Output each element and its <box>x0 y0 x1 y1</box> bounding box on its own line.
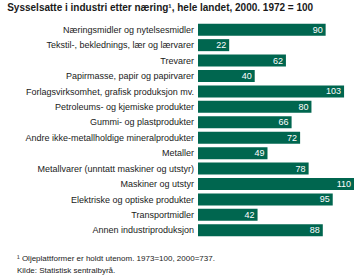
svg-text:Næringsmidler og nytelsesmidle: Næringsmidler og nytelsesmidler <box>63 25 194 35</box>
svg-text:Transportmidler: Transportmidler <box>131 210 194 220</box>
svg-text:Metaller: Metaller <box>162 148 194 158</box>
svg-text:22: 22 <box>216 40 226 50</box>
svg-text:Forlagsvirksomhet, grafisk pro: Forlagsvirksomhet, grafisk produksjon mv… <box>26 87 194 97</box>
svg-text:49: 49 <box>254 148 264 158</box>
svg-text:78: 78 <box>296 164 306 174</box>
svg-text:Petroleums- og kjemiske produk: Petroleums- og kjemiske produkter <box>55 102 194 112</box>
svg-text:95: 95 <box>320 194 330 204</box>
svg-text:¹ Oljeplattformer er holdt ute: ¹ Oljeplattformer er holdt utenom. 1973=… <box>17 254 215 263</box>
svg-text:Papirmasse, papir og papirvare: Papirmasse, papir og papirvarer <box>66 71 194 81</box>
svg-text:62: 62 <box>273 56 283 66</box>
svg-text:Tekstil-, beklednings, lær og: Tekstil-, beklednings, lær og lærvarer <box>46 40 194 50</box>
svg-text:88: 88 <box>310 225 320 235</box>
svg-text:40: 40 <box>242 71 252 81</box>
svg-text:Kilde: Statistisk sentralbyrå.: Kilde: Statistisk sentralbyrå. <box>17 266 115 275</box>
svg-text:66: 66 <box>279 117 289 127</box>
svg-text:103: 103 <box>326 86 341 96</box>
svg-text:Annen industriproduksjon: Annen industriproduksjon <box>92 225 194 235</box>
svg-text:42: 42 <box>245 210 255 220</box>
svg-text:Andre ikke-metallholdige miner: Andre ikke-metallholdige mineralprodukte… <box>25 133 194 143</box>
svg-text:Metallvarer (unntatt maskiner: Metallvarer (unntatt maskiner og utstyr) <box>37 164 194 174</box>
svg-text:72: 72 <box>287 133 297 143</box>
svg-text:110: 110 <box>337 179 351 189</box>
svg-text:Sysselsatte i industri etter n: Sysselsatte i industri etter næring¹, he… <box>7 2 313 13</box>
svg-text:Maskiner og utstyr: Maskiner og utstyr <box>120 179 194 189</box>
svg-text:Gummi- og plastprodukter: Gummi- og plastprodukter <box>90 117 194 127</box>
svg-text:80: 80 <box>298 102 308 112</box>
svg-text:Elektriske og optiske produkte: Elektriske og optiske produkter <box>71 195 194 205</box>
svg-text:Trevarer: Trevarer <box>160 56 194 66</box>
svg-text:90: 90 <box>313 25 323 35</box>
